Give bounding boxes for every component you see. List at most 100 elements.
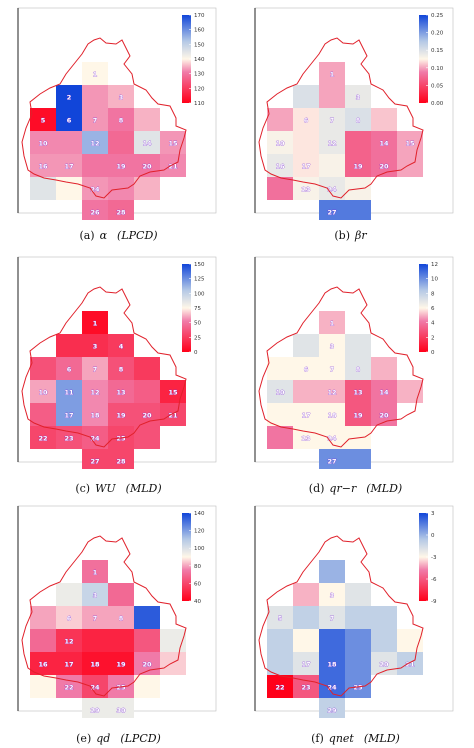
cell-label: 24 bbox=[327, 435, 337, 443]
cell-label: 28 bbox=[116, 458, 126, 466]
heatmap-cell bbox=[319, 154, 345, 177]
caption-unit: (MLD) bbox=[366, 482, 403, 495]
caption-tag: (e) bbox=[76, 732, 92, 745]
cell-label: 25 bbox=[353, 684, 363, 692]
region-boundary bbox=[258, 37, 424, 199]
cell-label: 18 bbox=[327, 412, 337, 420]
cell-label: 28 bbox=[116, 209, 126, 217]
heatmap-cell bbox=[82, 403, 108, 426]
heatmap-cell bbox=[371, 108, 397, 131]
heatmap-cell bbox=[30, 426, 56, 449]
colorbar-tick-label: 2 bbox=[431, 335, 435, 341]
heatmap-cell bbox=[134, 675, 160, 698]
heatmap-cell bbox=[30, 652, 56, 675]
region-boundary bbox=[258, 286, 424, 448]
cell-label: 6 bbox=[67, 615, 72, 623]
heatmap-cell bbox=[319, 334, 345, 357]
heatmap-e: 1 3 6 7 8 12 16 17 18 19 20 22 24 25 29 30 140 120 100 80 60… bbox=[17, 505, 217, 718]
cell-label: 1 bbox=[93, 71, 98, 79]
heatmap-cell bbox=[345, 200, 371, 220]
colorbar-tick-label: 140 bbox=[194, 511, 205, 517]
colorbar-tick-label: -3 bbox=[431, 555, 437, 561]
region-boundary bbox=[258, 535, 424, 697]
heatmap-cell bbox=[82, 311, 108, 334]
cell-label: 29 bbox=[90, 707, 100, 715]
heatmap-cell bbox=[134, 108, 160, 131]
colorbar bbox=[419, 264, 428, 352]
cell-label: 24 bbox=[90, 435, 100, 443]
heatmap-cell bbox=[134, 426, 160, 449]
heatmap-cell bbox=[345, 85, 371, 108]
heatmap-cell bbox=[108, 583, 134, 606]
heatmap-cell bbox=[82, 154, 108, 177]
heatmap-cell bbox=[319, 131, 345, 154]
heatmap-cell bbox=[345, 154, 371, 177]
cell-label: 14 bbox=[379, 140, 389, 148]
cell-label: 12 bbox=[64, 638, 73, 646]
colorbar bbox=[419, 15, 428, 103]
cell-label: 5 bbox=[41, 117, 46, 125]
heatmap-cell bbox=[82, 698, 108, 718]
heatmap-cell bbox=[56, 606, 82, 629]
heatmap-cell bbox=[30, 629, 56, 652]
cell-label: 17 bbox=[64, 163, 73, 171]
cell-label: 24 bbox=[327, 684, 337, 692]
heatmap-cell bbox=[56, 177, 82, 200]
heatmap-cell bbox=[319, 606, 345, 629]
heatmap-cell bbox=[56, 629, 82, 652]
heatmap-cell bbox=[134, 380, 160, 403]
cell-label: 15 bbox=[168, 140, 178, 148]
caption-tag: (c) bbox=[75, 482, 91, 495]
heatmap-cell bbox=[319, 583, 345, 606]
region-boundary bbox=[21, 37, 187, 199]
colorbar-tick-label: 125 bbox=[194, 277, 205, 283]
caption-tag: (b) bbox=[334, 229, 350, 242]
cell-label: 14 bbox=[379, 389, 389, 397]
heatmap-cell bbox=[319, 85, 345, 108]
cell-label: 20 bbox=[379, 163, 389, 171]
heatmap-cell bbox=[56, 403, 82, 426]
cell-label: 5 bbox=[278, 615, 283, 623]
heatmap-cell bbox=[82, 131, 108, 154]
panel-f: 3 5 7 17 18 20 21 22 23 24 25 29 3 0 -3 -6 -9 (f) qnet (ML… bbox=[237, 498, 474, 747]
heatmap-cell bbox=[267, 606, 293, 629]
colorbar-tick-label: 0 bbox=[194, 350, 198, 356]
heatmap-cell bbox=[293, 154, 319, 177]
cell-label: 20 bbox=[142, 661, 152, 669]
cell-label: 24 bbox=[90, 186, 100, 194]
panel-e: 1 3 6 7 8 12 16 17 18 19 20 22 24 25 29 30 140 120 100 80 60… bbox=[0, 498, 237, 747]
heatmap-cell bbox=[267, 675, 293, 698]
heatmap-cell bbox=[397, 380, 423, 403]
cell-label: 26 bbox=[90, 209, 100, 217]
cell-label: 8 bbox=[119, 615, 124, 623]
caption-tag: (a) bbox=[79, 229, 95, 242]
heatmap-cell bbox=[108, 357, 134, 380]
cell-label: 1 bbox=[330, 71, 335, 79]
cell-label: 8 bbox=[119, 366, 124, 374]
heatmap-cell bbox=[267, 426, 293, 449]
heatmap-cell bbox=[319, 449, 345, 469]
cell-label: 17 bbox=[301, 163, 310, 171]
caption-unit: (MLD) bbox=[125, 482, 162, 495]
colorbar-tick-label: 0.15 bbox=[431, 48, 444, 54]
cell-label: 16 bbox=[275, 163, 285, 171]
heatmap-cell bbox=[319, 62, 345, 85]
heatmap-cell bbox=[267, 154, 293, 177]
heatmap-cell bbox=[134, 131, 160, 154]
heatmap-cell bbox=[82, 380, 108, 403]
colorbar-tick-label: 120 bbox=[194, 86, 205, 92]
colorbar-tick-label: 40 bbox=[194, 599, 201, 605]
heatmap-cell bbox=[108, 380, 134, 403]
cell-label: 4 bbox=[119, 343, 124, 351]
heatmap-cell bbox=[56, 85, 82, 108]
heatmap-cell bbox=[56, 675, 82, 698]
colorbar-tick-label: 150 bbox=[194, 42, 205, 48]
cell-label: 7 bbox=[330, 615, 335, 623]
heatmap-cell bbox=[160, 652, 186, 675]
heatmap-cell bbox=[319, 311, 345, 334]
heatmap-cell bbox=[397, 154, 423, 177]
cell-label: 1 bbox=[330, 320, 335, 328]
colorbar-tick-label: 4 bbox=[431, 321, 435, 327]
panel-d: 1 3 6 7 8 10 12 13 14 17 18 19 20 23 24 27 12 10 8 6 4 2 0 (d)… bbox=[237, 249, 474, 498]
heatmap-cell bbox=[108, 403, 134, 426]
